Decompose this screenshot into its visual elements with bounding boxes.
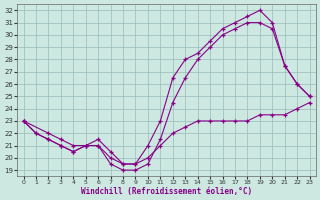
X-axis label: Windchill (Refroidissement éolien,°C): Windchill (Refroidissement éolien,°C) — [81, 187, 252, 196]
